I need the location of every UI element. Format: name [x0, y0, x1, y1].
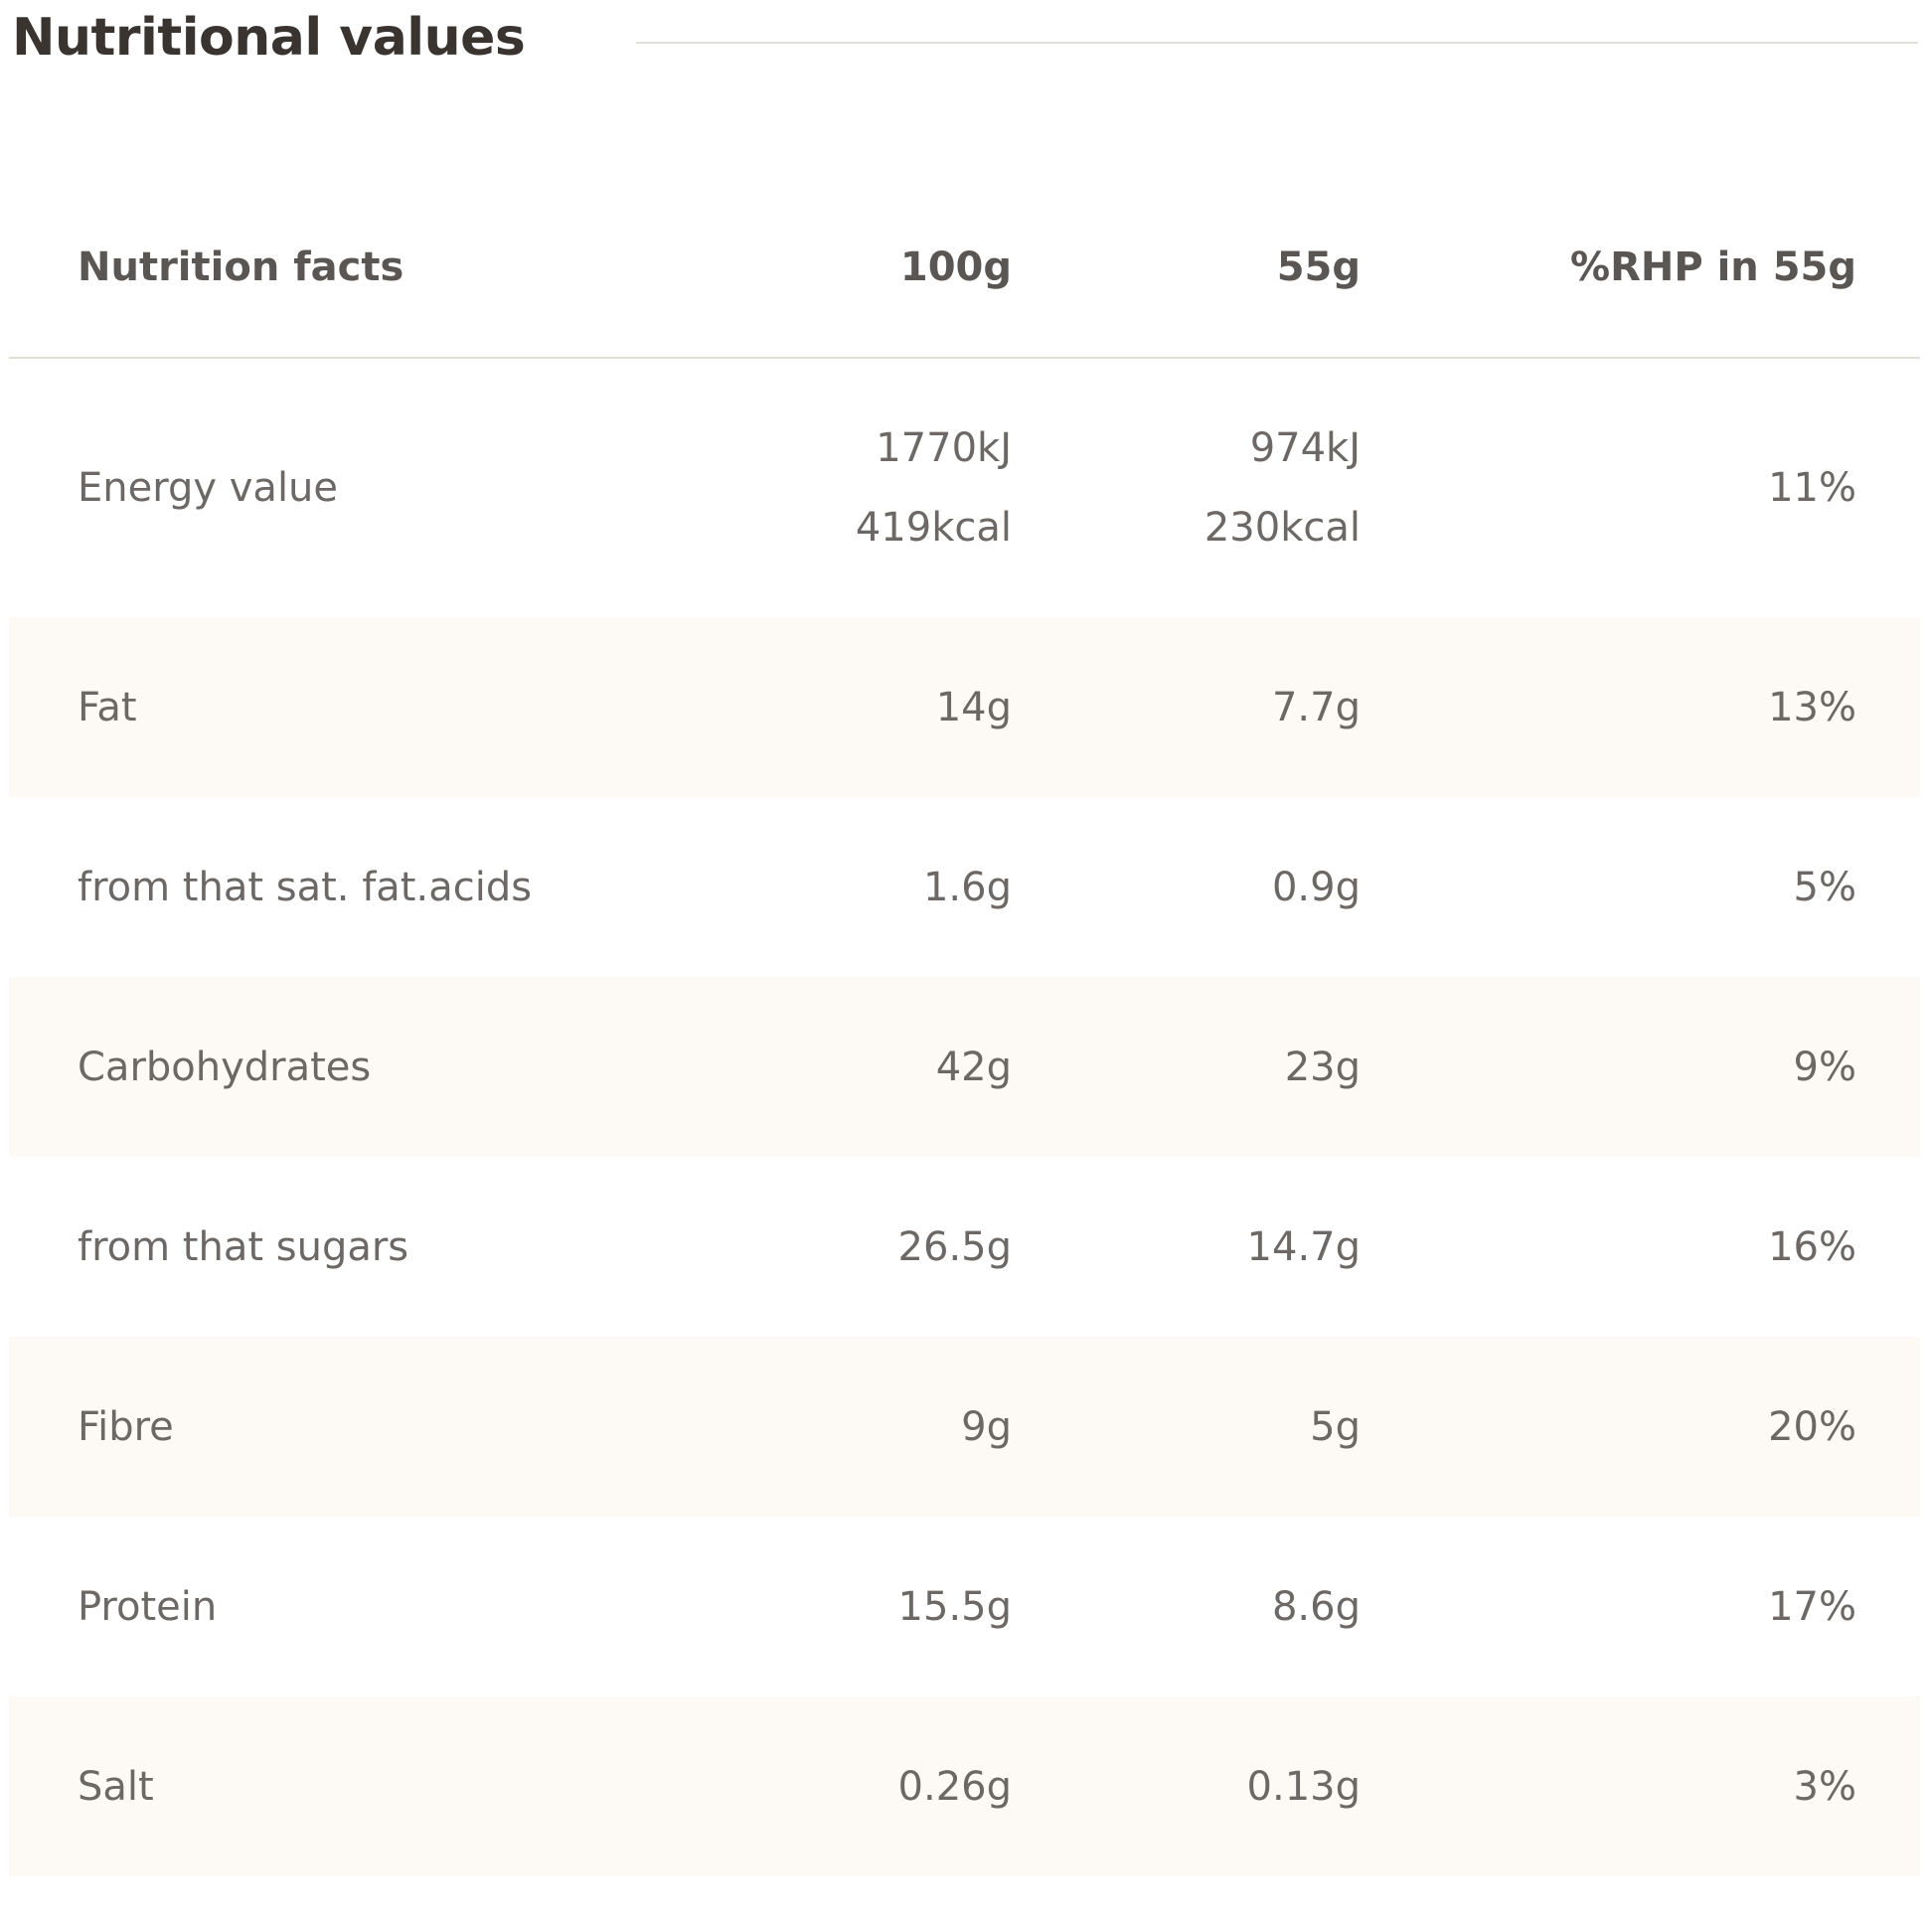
value-cell: 5g	[1310, 1403, 1361, 1450]
row-label: from that sat. fat.acids	[78, 864, 533, 910]
value-line: 1770kJ	[876, 425, 1012, 471]
value-cell: 974kJ 230kcal	[1205, 408, 1361, 567]
table-row: Energy value 1770kJ 419kcal 974kJ 230kcal 11%	[9, 359, 1920, 617]
value-line: 419kcal	[855, 505, 1012, 551]
table-row: from that sugars 26.5g 14.7g 16%	[9, 1157, 1920, 1337]
value-cell: 1770kJ 419kcal	[856, 408, 1012, 567]
value-cell: 0.13g	[1246, 1763, 1361, 1810]
row-label: Fat	[78, 684, 137, 730]
value-cell: 26.5g	[897, 1223, 1012, 1270]
value-cell: 23g	[1284, 1044, 1361, 1090]
value-line: 974kJ	[1249, 425, 1361, 471]
value-cell: 17%	[1768, 1583, 1856, 1630]
header-cell: 100g	[899, 243, 1012, 290]
value-cell: 42g	[935, 1044, 1012, 1090]
value-cell: 0.9g	[1271, 864, 1361, 910]
table-row: Salt 0.26g 0.13g 3%	[9, 1696, 1920, 1876]
value-cell: 11%	[1768, 465, 1856, 511]
header-row: Nutrition facts 100g 55g %RHP in 55g	[9, 177, 1920, 359]
value-cell: 9%	[1793, 1044, 1856, 1090]
row-label: from that sugars	[78, 1223, 409, 1270]
nutrition-table: Nutrition facts 100g 55g %RHP in 55g Energy …	[9, 177, 1920, 1876]
value-line: 230kcal	[1204, 505, 1361, 551]
value-cell: 14.7g	[1246, 1223, 1361, 1270]
row-label: Carbohydrates	[78, 1044, 372, 1090]
value-cell: 9g	[961, 1403, 1012, 1450]
header-cell: %RHP in 55g	[1569, 243, 1856, 290]
table-row: Protein 15.5g 8.6g 17%	[9, 1517, 1920, 1696]
value-cell: 20%	[1768, 1403, 1856, 1450]
header-cell: 55g	[1276, 243, 1361, 290]
row-label: Energy value	[78, 465, 339, 511]
value-cell: 1.6g	[922, 864, 1012, 910]
header-cell: Nutrition facts	[78, 243, 404, 290]
value-cell: 3%	[1793, 1763, 1856, 1810]
value-cell: 13%	[1768, 684, 1856, 730]
value-cell: 7.7g	[1271, 684, 1361, 730]
table-row: from that sat. fat.acids 1.6g 0.9g 5%	[9, 797, 1920, 977]
title-rule	[636, 42, 1918, 44]
value-cell: 14g	[935, 684, 1012, 730]
table-row: Fibre 9g 5g 20%	[9, 1337, 1920, 1517]
value-cell: 8.6g	[1271, 1583, 1361, 1630]
row-label: Protein	[78, 1583, 218, 1630]
table-row: Fat 14g 7.7g 13%	[9, 617, 1920, 797]
value-cell: 15.5g	[897, 1583, 1012, 1630]
section-title: Nutritional values	[12, 8, 526, 68]
value-cell: 0.26g	[897, 1763, 1012, 1810]
row-label: Salt	[78, 1763, 154, 1810]
value-cell: 5%	[1793, 864, 1856, 910]
value-cell: 16%	[1768, 1223, 1856, 1270]
table-row: Carbohydrates 42g 23g 9%	[9, 977, 1920, 1157]
row-label: Fibre	[78, 1403, 174, 1450]
